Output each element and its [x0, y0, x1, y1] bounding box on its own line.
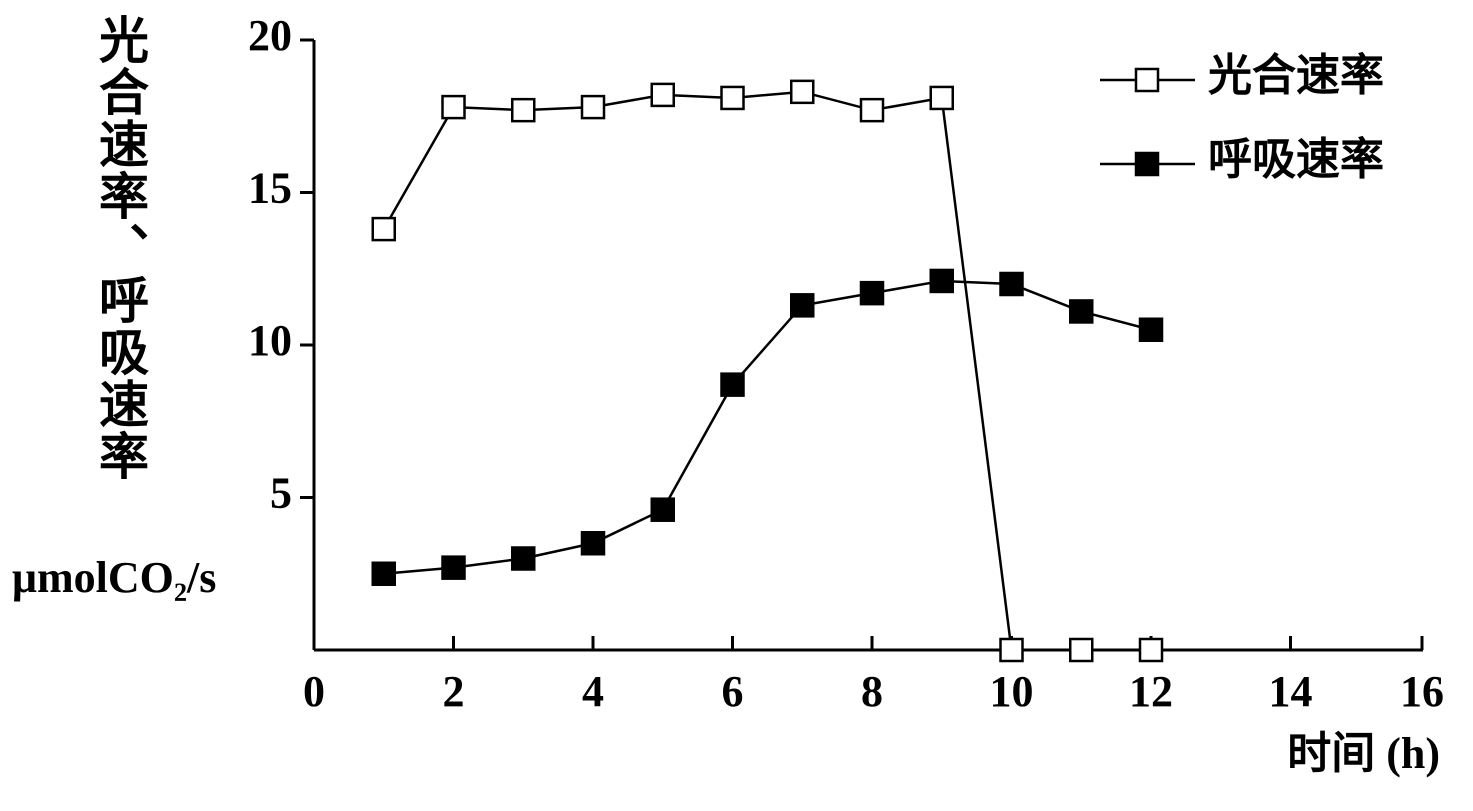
x-tick-label: 12	[1129, 667, 1173, 716]
x-axis-label: 时间 (h)	[1287, 729, 1440, 778]
y-axis-label: 光合速率、呼吸速率	[92, 14, 148, 482]
y-tick-label: 5	[270, 469, 292, 518]
data-point	[1138, 317, 1164, 342]
data-point	[511, 546, 536, 571]
legend-marker	[1134, 67, 1160, 93]
data-point	[371, 216, 396, 242]
data-point	[999, 271, 1024, 297]
series-line	[383, 279, 1152, 575]
y-tick-label: 15	[248, 164, 292, 213]
data-point	[790, 79, 815, 105]
data-point	[650, 82, 675, 108]
data-point	[1069, 299, 1094, 324]
data-point	[929, 85, 954, 111]
data-point	[1069, 637, 1094, 663]
data-point	[720, 372, 745, 397]
legend-label: 光合速率	[1208, 51, 1384, 100]
x-tick-label: 14	[1269, 667, 1313, 716]
data-point	[371, 561, 396, 586]
data-point	[929, 268, 954, 294]
data-point	[441, 555, 466, 580]
data-point	[1138, 637, 1164, 663]
data-point	[790, 293, 815, 318]
data-point	[441, 94, 466, 120]
x-tick-label: 10	[990, 667, 1034, 716]
x-tick-label: 2	[443, 667, 465, 716]
data-point	[999, 637, 1024, 663]
data-point	[511, 97, 536, 123]
data-point	[650, 497, 675, 522]
series-line	[382, 90, 1151, 652]
data-point	[580, 94, 606, 120]
data-point	[859, 97, 885, 123]
x-tick-label: 0	[303, 667, 325, 716]
legend-marker	[1134, 151, 1160, 177]
x-tick-label: 6	[722, 667, 744, 716]
legend-label: 呼吸速率	[1208, 135, 1384, 184]
y-tick-label: 10	[248, 316, 292, 365]
y-tick-label: 20	[248, 11, 292, 60]
y-axis-unit: μmolCO₂/s	[12, 553, 217, 602]
x-tick-label: 16	[1400, 667, 1444, 716]
data-point	[859, 280, 885, 306]
data-point	[720, 85, 745, 111]
x-tick-label: 4	[582, 667, 604, 716]
data-point	[580, 531, 606, 556]
x-tick-label: 8	[861, 667, 883, 716]
